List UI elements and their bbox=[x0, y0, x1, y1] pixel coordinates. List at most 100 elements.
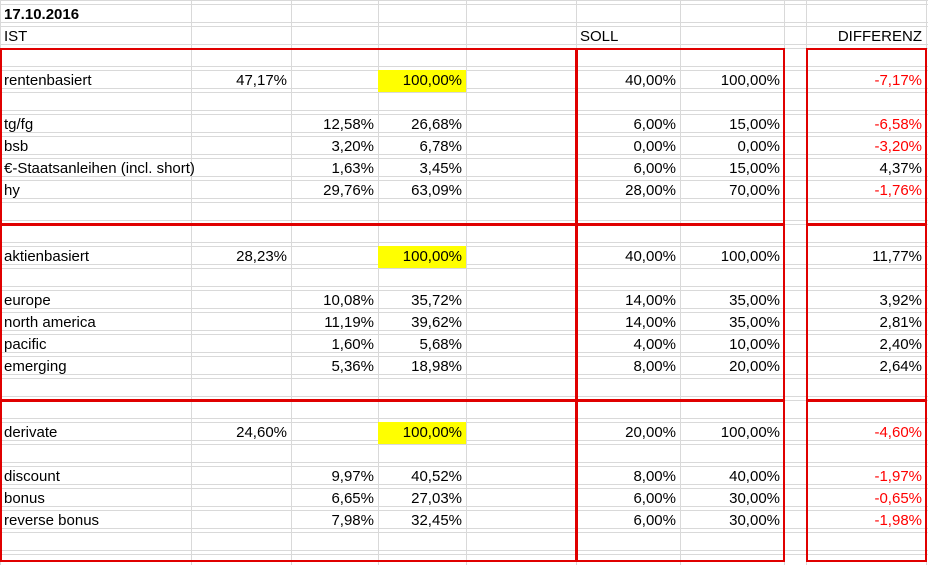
soll-share-cell[interactable]: 8,00% bbox=[633, 358, 676, 375]
soll-pct-cell[interactable]: 35,00% bbox=[729, 292, 780, 309]
diff-cell[interactable]: -1,76% bbox=[874, 182, 922, 199]
diff-cell[interactable]: 11,77% bbox=[872, 248, 922, 265]
soll-pct-cell[interactable]: 30,00% bbox=[729, 512, 780, 529]
grid-row-line bbox=[0, 202, 928, 203]
row-label-cell[interactable]: bonus bbox=[4, 490, 45, 507]
soll-pct-cell[interactable]: 0,00% bbox=[737, 138, 780, 155]
diff-cell[interactable]: 2,64% bbox=[879, 358, 922, 375]
ist-pct-cell[interactable]: 26,68% bbox=[411, 116, 462, 133]
ist-share-cell[interactable]: 9,97% bbox=[331, 468, 374, 485]
ist-share-cell[interactable]: 7,98% bbox=[331, 512, 374, 529]
diff-cell[interactable]: -3,20% bbox=[874, 138, 922, 155]
grid-row-line bbox=[0, 444, 928, 445]
soll-share-cell[interactable]: 6,00% bbox=[633, 512, 676, 529]
row-label-cell[interactable]: north america bbox=[4, 314, 96, 331]
ist-pct-cell[interactable]: 6,78% bbox=[419, 138, 462, 155]
ist-pct-cell[interactable]: 27,03% bbox=[411, 490, 462, 507]
ist-pct-cell[interactable]: 39,62% bbox=[411, 314, 462, 331]
ist-pct-cell[interactable]: 63,09% bbox=[411, 182, 462, 199]
soll-pct-cell[interactable]: 35,00% bbox=[729, 314, 780, 331]
row-label-cell[interactable]: tg/fg bbox=[4, 116, 34, 133]
soll-pct-cell[interactable]: 20,00% bbox=[729, 358, 780, 375]
diff-cell[interactable]: -1,98% bbox=[874, 512, 922, 529]
grid-row-line bbox=[0, 92, 928, 93]
grid-column-line bbox=[784, 0, 785, 565]
row-label-cell[interactable]: €-Staatsanleihen (incl. short) bbox=[4, 160, 195, 177]
grid-row-line bbox=[0, 532, 928, 533]
differenz-header-cell[interactable]: DIFFERENZ bbox=[837, 28, 922, 45]
diff-cell[interactable]: -6,58% bbox=[874, 116, 922, 133]
ist-share-cell[interactable]: 1,63% bbox=[331, 160, 374, 177]
diff-cell[interactable]: -0,65% bbox=[874, 490, 922, 507]
soll-pct-cell[interactable]: 15,00% bbox=[729, 160, 780, 177]
diff-cell[interactable]: -1,97% bbox=[874, 468, 922, 485]
section-label-cell[interactable]: aktienbasiert bbox=[4, 248, 90, 265]
section-share-cell[interactable]: 47,17% bbox=[236, 72, 287, 89]
section-total-cell[interactable]: 100,00% bbox=[378, 70, 466, 92]
soll-share-cell[interactable]: 6,00% bbox=[633, 116, 676, 133]
grid-row-line bbox=[0, 466, 928, 467]
section-total-cell[interactable]: 100,00% bbox=[378, 246, 466, 268]
ist-share-cell[interactable]: 11,19% bbox=[324, 314, 374, 331]
ist-pct-cell[interactable]: 35,72% bbox=[411, 292, 462, 309]
ist-pct-cell[interactable]: 3,45% bbox=[419, 160, 462, 177]
soll-share-cell[interactable]: 40,00% bbox=[625, 248, 676, 265]
diff-cell[interactable]: 2,40% bbox=[879, 336, 922, 353]
row-label-cell[interactable]: pacific bbox=[4, 336, 47, 353]
ist-header-cell[interactable]: IST bbox=[4, 28, 28, 45]
row-label-cell[interactable]: europe bbox=[4, 292, 51, 309]
soll-share-cell[interactable]: 4,00% bbox=[633, 336, 676, 353]
soll-share-cell[interactable]: 28,00% bbox=[625, 182, 676, 199]
soll-share-cell[interactable]: 8,00% bbox=[633, 468, 676, 485]
grid-row-line bbox=[0, 180, 928, 181]
section-label-cell[interactable]: derivate bbox=[4, 424, 58, 441]
soll-total-cell[interactable]: 100,00% bbox=[720, 248, 780, 265]
soll-total-cell[interactable]: 100,00% bbox=[720, 424, 780, 441]
ist-pct-cell[interactable]: 32,45% bbox=[411, 512, 462, 529]
soll-header-cell[interactable]: SOLL bbox=[580, 28, 619, 45]
ist-share-cell[interactable]: 5,36% bbox=[331, 358, 374, 375]
soll-share-cell[interactable]: 6,00% bbox=[633, 160, 676, 177]
diff-cell[interactable]: 4,37% bbox=[879, 160, 922, 177]
soll-share-cell[interactable]: 14,00% bbox=[625, 292, 676, 309]
ist-share-cell[interactable]: 12,58% bbox=[323, 116, 374, 133]
soll-pct-cell[interactable]: 15,00% bbox=[729, 116, 780, 133]
ist-share-cell[interactable]: 10,08% bbox=[323, 292, 374, 309]
grid-row-line bbox=[0, 378, 928, 379]
soll-share-cell[interactable]: 20,00% bbox=[625, 424, 676, 441]
diff-cell[interactable]: -7,17% bbox=[874, 72, 922, 89]
date-cell[interactable]: 17.10.2016 bbox=[4, 6, 80, 23]
soll-pct-cell[interactable]: 70,00% bbox=[729, 182, 780, 199]
grid-row-line bbox=[0, 334, 928, 335]
soll-share-cell[interactable]: 6,00% bbox=[633, 490, 676, 507]
soll-pct-cell[interactable]: 10,00% bbox=[729, 336, 780, 353]
diff-cell[interactable]: 2,81% bbox=[879, 314, 922, 331]
row-label-cell[interactable]: hy bbox=[4, 182, 20, 199]
ist-share-cell[interactable]: 29,76% bbox=[323, 182, 374, 199]
section-share-cell[interactable]: 28,23% bbox=[236, 248, 287, 265]
ist-pct-cell[interactable]: 40,52% bbox=[411, 468, 462, 485]
section-share-cell[interactable]: 24,60% bbox=[236, 424, 287, 441]
ist-pct-cell[interactable]: 18,98% bbox=[411, 358, 462, 375]
soll-share-cell[interactable]: 0,00% bbox=[633, 138, 676, 155]
section-label-cell[interactable]: rentenbasiert bbox=[4, 72, 92, 89]
diff-cell[interactable]: -4,60% bbox=[874, 424, 922, 441]
row-label-cell[interactable]: reverse bonus bbox=[4, 512, 100, 529]
diff-cell[interactable]: 3,92% bbox=[879, 292, 922, 309]
soll-pct-cell[interactable]: 40,00% bbox=[729, 468, 780, 485]
soll-pct-cell[interactable]: 30,00% bbox=[729, 490, 780, 507]
grid-row-line bbox=[0, 400, 928, 401]
row-label-cell[interactable]: emerging bbox=[4, 358, 67, 375]
row-label-cell[interactable]: bsb bbox=[4, 138, 29, 155]
ist-share-cell[interactable]: 1,60% bbox=[331, 336, 374, 353]
soll-total-cell[interactable]: 100,00% bbox=[720, 72, 780, 89]
ist-share-cell[interactable]: 3,20% bbox=[331, 138, 374, 155]
row-label-cell[interactable]: discount bbox=[4, 468, 60, 485]
soll-share-cell[interactable]: 40,00% bbox=[625, 72, 676, 89]
soll-share-cell[interactable]: 14,00% bbox=[625, 314, 676, 331]
ist-share-cell[interactable]: 6,65% bbox=[331, 490, 374, 507]
section-total-cell[interactable]: 100,00% bbox=[378, 422, 466, 444]
ist-pct-cell[interactable]: 5,68% bbox=[419, 336, 462, 353]
grid-row-line bbox=[0, 48, 928, 49]
